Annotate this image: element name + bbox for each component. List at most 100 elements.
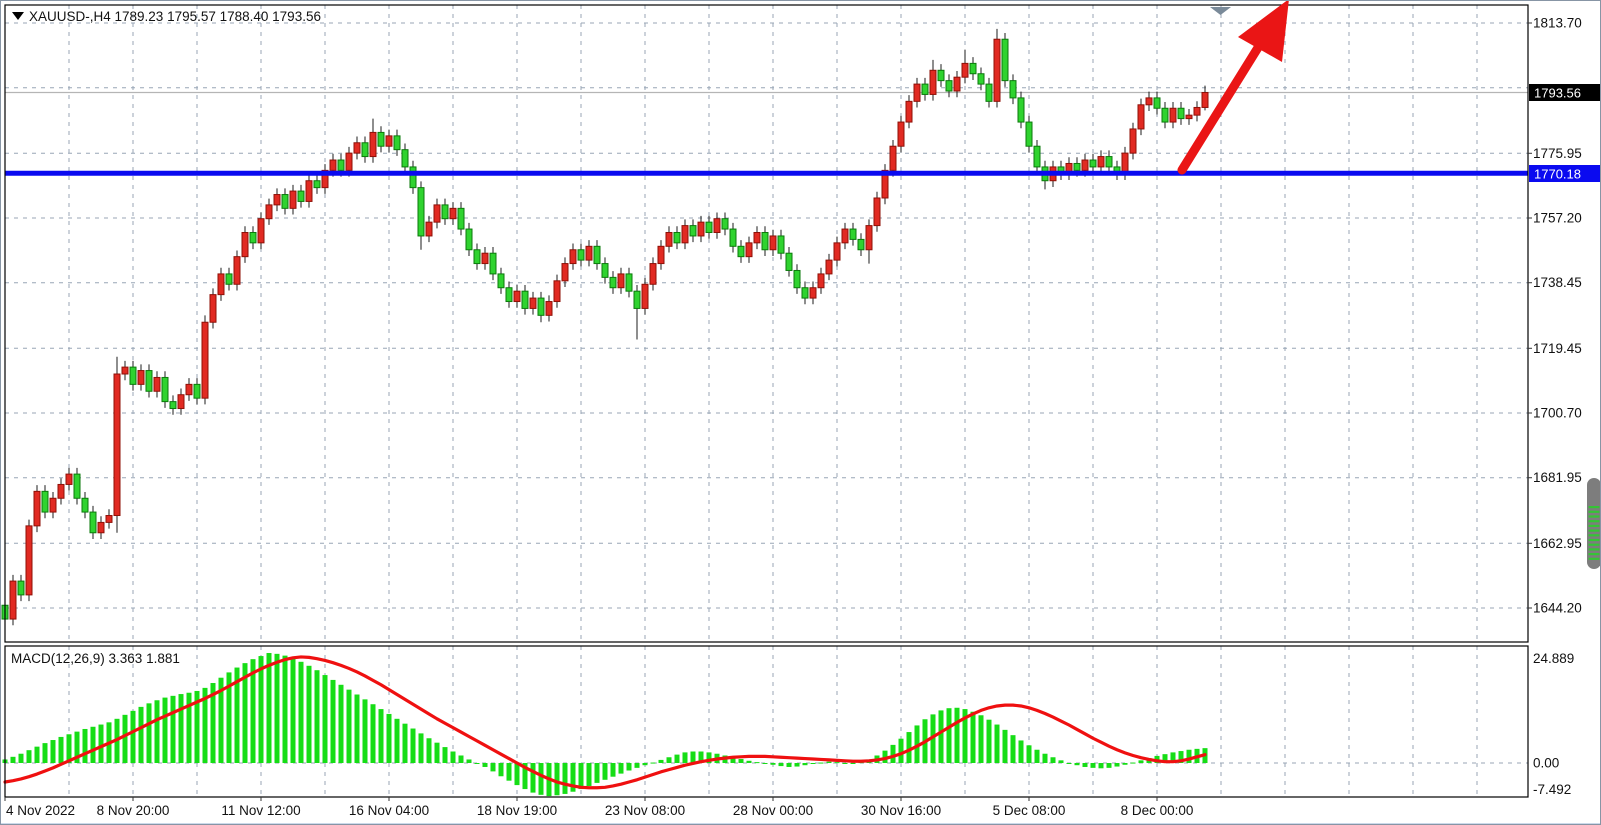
macd-bar: [386, 713, 392, 763]
candle: [929, 69, 937, 95]
macd-bar: [90, 726, 96, 763]
candle: [1001, 38, 1009, 82]
macd-bar: [962, 709, 968, 763]
candle: [841, 228, 849, 244]
macd-bar: [314, 670, 320, 763]
candle: [577, 249, 585, 261]
macd-bar: [914, 725, 920, 763]
candle: [833, 242, 841, 261]
macd-bar: [1106, 763, 1112, 768]
symbol-dropdown-icon[interactable]: [12, 12, 24, 20]
candle: [41, 490, 49, 513]
macd-bar: [346, 689, 352, 763]
macd-bar: [1002, 729, 1008, 763]
time-label: 8 Nov 20:00: [97, 803, 170, 818]
macd-bar: [514, 763, 520, 786]
candle: [873, 197, 881, 227]
candle: [761, 231, 769, 251]
candle: [265, 204, 273, 220]
scrollbar-stripe: [1588, 538, 1600, 542]
macd-bar: [770, 763, 776, 765]
candle: [97, 521, 105, 534]
candle: [401, 149, 409, 168]
candle: [329, 159, 337, 171]
candle: [897, 121, 905, 147]
candle: [345, 152, 353, 171]
candle: [1129, 128, 1137, 154]
macd-bar: [226, 672, 232, 763]
candle: [337, 159, 345, 171]
scrollbar-thumb[interactable]: [1587, 478, 1601, 569]
macd-bar: [618, 763, 624, 774]
macd-bar: [258, 656, 264, 763]
candle: [545, 301, 553, 316]
macd-bar: [402, 723, 408, 763]
candle: [889, 145, 897, 171]
time-label: 30 Nov 16:00: [861, 803, 941, 818]
macd-bar: [178, 694, 184, 763]
macd-bar: [538, 763, 544, 795]
macd-bar: [554, 763, 560, 796]
macd-bar: [1042, 753, 1048, 763]
trend-arrow[interactable]: [1177, 1, 1289, 175]
candle: [809, 287, 817, 299]
candle: [257, 218, 265, 244]
macd-bar: [978, 715, 984, 763]
candle: [217, 273, 225, 296]
macd-bar: [794, 763, 800, 767]
macd-axis-label: 0.00: [1533, 756, 1559, 771]
candle: [145, 370, 153, 392]
candle: [177, 394, 185, 410]
price-label: 1644.20: [1533, 601, 1582, 616]
candle: [169, 401, 177, 410]
macd-bar: [730, 757, 736, 763]
price-label: 1700.70: [1533, 406, 1582, 421]
macd-bar: [754, 762, 760, 764]
macd-bar: [778, 763, 784, 767]
scrollbar-stripe: [1588, 515, 1600, 518]
macd-axis-label: 24.889: [1533, 651, 1574, 666]
macd-bar: [410, 728, 416, 763]
chart-title: XAUUSD-,H4 1789.23 1795.57 1788.40 1793.…: [29, 9, 321, 24]
candle: [817, 273, 825, 289]
candle: [537, 297, 545, 316]
scrollbar-stripe: [1588, 510, 1600, 513]
macd-bar: [218, 677, 224, 763]
candle: [1025, 121, 1033, 147]
macd-bar: [1058, 760, 1064, 763]
macd-bar: [82, 728, 88, 763]
macd-bar: [986, 719, 992, 763]
candle: [961, 62, 969, 78]
candle: [913, 83, 921, 102]
candle: [753, 231, 761, 244]
macd-bar: [1170, 752, 1176, 763]
scrollbar-stripe: [1588, 524, 1600, 527]
macd-bar: [458, 755, 464, 763]
macd-bar: [674, 754, 680, 763]
candle: [49, 497, 57, 513]
macd-bar: [290, 658, 296, 763]
macd-bar: [1090, 763, 1096, 768]
candle: [9, 580, 17, 620]
time-label: 4 Nov 2022: [6, 803, 75, 818]
price-label: 1738.45: [1533, 275, 1582, 290]
macd-bar: [602, 763, 608, 780]
candle: [785, 252, 793, 271]
time-label: 11 Nov 12:00: [221, 803, 300, 818]
macd-bar: [74, 731, 80, 763]
candle: [849, 228, 857, 240]
candle: [1185, 114, 1193, 120]
candle: [209, 294, 217, 323]
candle: [1081, 159, 1089, 171]
candle: [153, 376, 161, 392]
candle: [1033, 145, 1041, 168]
macd-bar: [362, 699, 368, 763]
macd-bar: [578, 763, 584, 790]
candle: [825, 259, 833, 275]
macd-bar: [682, 752, 688, 763]
macd-bar: [1098, 763, 1104, 769]
macd-bar: [298, 661, 304, 763]
macd-bar: [706, 752, 712, 763]
macd-bar: [1138, 760, 1144, 763]
